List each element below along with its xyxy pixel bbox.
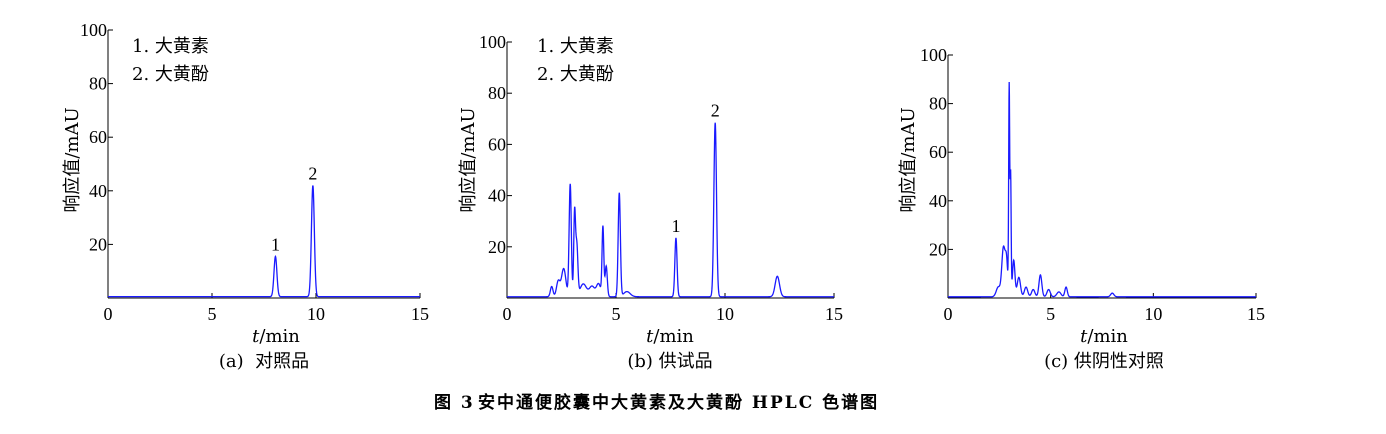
- panel-b-peak-label-1: 1: [671, 216, 680, 236]
- panel-b-y-tick-label: 100: [479, 32, 506, 52]
- panel-a-x-label: t/min: [252, 326, 300, 347]
- panel-a-caption: (a) 对照品: [219, 351, 309, 372]
- panel-c-x-tick-label: 5: [1046, 304, 1055, 324]
- panel-b: 0 5 10 15 20 40 60 80 100 1 2 1. 大黄素 2. 大黄酚 响应值/…: [458, 32, 843, 372]
- panel-c-caption: (c) 供阴性对照: [1044, 351, 1164, 372]
- panel-c-y-tick-label: 80: [929, 94, 947, 114]
- panel-c-y-tick-label: 40: [929, 191, 947, 211]
- panel-c-y-label: 响应值/mAU: [898, 107, 919, 212]
- figure-title: 安中通便胶囊中大黄素及大黄酚 HPLC 色谱图: [478, 392, 879, 413]
- panel-a-y-tick-label: 80: [89, 74, 107, 94]
- panel-a-y-label: 响应值/mAU: [62, 107, 83, 212]
- panel-a-legend-1: 1. 大黄素: [132, 36, 209, 57]
- panel-c-y-tick-label: 100: [920, 45, 947, 65]
- panel-a-legend-2: 2. 大黄酚: [132, 64, 209, 85]
- panel-a-y-tick-label: 40: [89, 181, 107, 201]
- panel-b-legend-2: 2. 大黄酚: [537, 64, 614, 85]
- panel-b-trace: [507, 122, 834, 298]
- panel-a-y-tick-label: 60: [89, 127, 107, 147]
- panel-a-peak-label-1: 1: [271, 234, 280, 254]
- panel-a: 0 5 10 15 20 40 60 80 100 1 2 1. 大黄素 2. 大黄酚 响应值/…: [62, 20, 429, 372]
- panel-b-y-tick-label: 40: [488, 186, 506, 206]
- figure-label: 图 3: [434, 393, 475, 413]
- panel-c-x-tick-label: 10: [1144, 304, 1162, 324]
- panel-b-x-tick-label: 10: [716, 304, 734, 324]
- panel-b-caption: (b) 供试品: [627, 351, 712, 372]
- panel-c-y-tick-label: 60: [929, 142, 947, 162]
- panel-b-peak-label-2: 2: [711, 101, 720, 121]
- panel-b-legend-1: 1. 大黄素: [537, 36, 614, 57]
- panel-a-peak-label-2: 2: [308, 163, 317, 183]
- panel-c-x-label: t/min: [1080, 326, 1128, 347]
- panel-c-x-tick-label: 15: [1247, 304, 1265, 324]
- panel-a-y-tick-label: 20: [89, 234, 107, 254]
- panel-a-x-tick-label: 10: [307, 304, 325, 324]
- panel-c-trace: [948, 81, 1256, 298]
- panel-a-trace: [108, 185, 420, 298]
- panel-b-x-tick-label: 15: [825, 304, 843, 324]
- panel-b-x-tick-label: 0: [503, 304, 512, 324]
- panel-a-x-tick-label: 15: [411, 304, 429, 324]
- panel-c-y-tick-label: 20: [929, 239, 947, 259]
- panel-b-x-label: t/min: [646, 326, 694, 347]
- panel-b-y-label: 响应值/mAU: [458, 107, 479, 212]
- panel-c: 0 5 10 15 20 40 60 80 100 响应值/mAU t/min (c) 供阴性…: [898, 45, 1265, 372]
- panel-b-y-tick-label: 20: [488, 237, 506, 257]
- panel-b-y-tick-label: 80: [488, 83, 506, 103]
- panel-c-x-tick-label: 0: [944, 304, 953, 324]
- panel-b-x-tick-label: 5: [612, 304, 621, 324]
- panel-a-x-tick-label: 5: [208, 304, 217, 324]
- panel-a-x-tick-label: 0: [104, 304, 113, 324]
- panel-b-y-tick-label: 60: [488, 134, 506, 154]
- panel-a-y-tick-label: 100: [80, 20, 107, 40]
